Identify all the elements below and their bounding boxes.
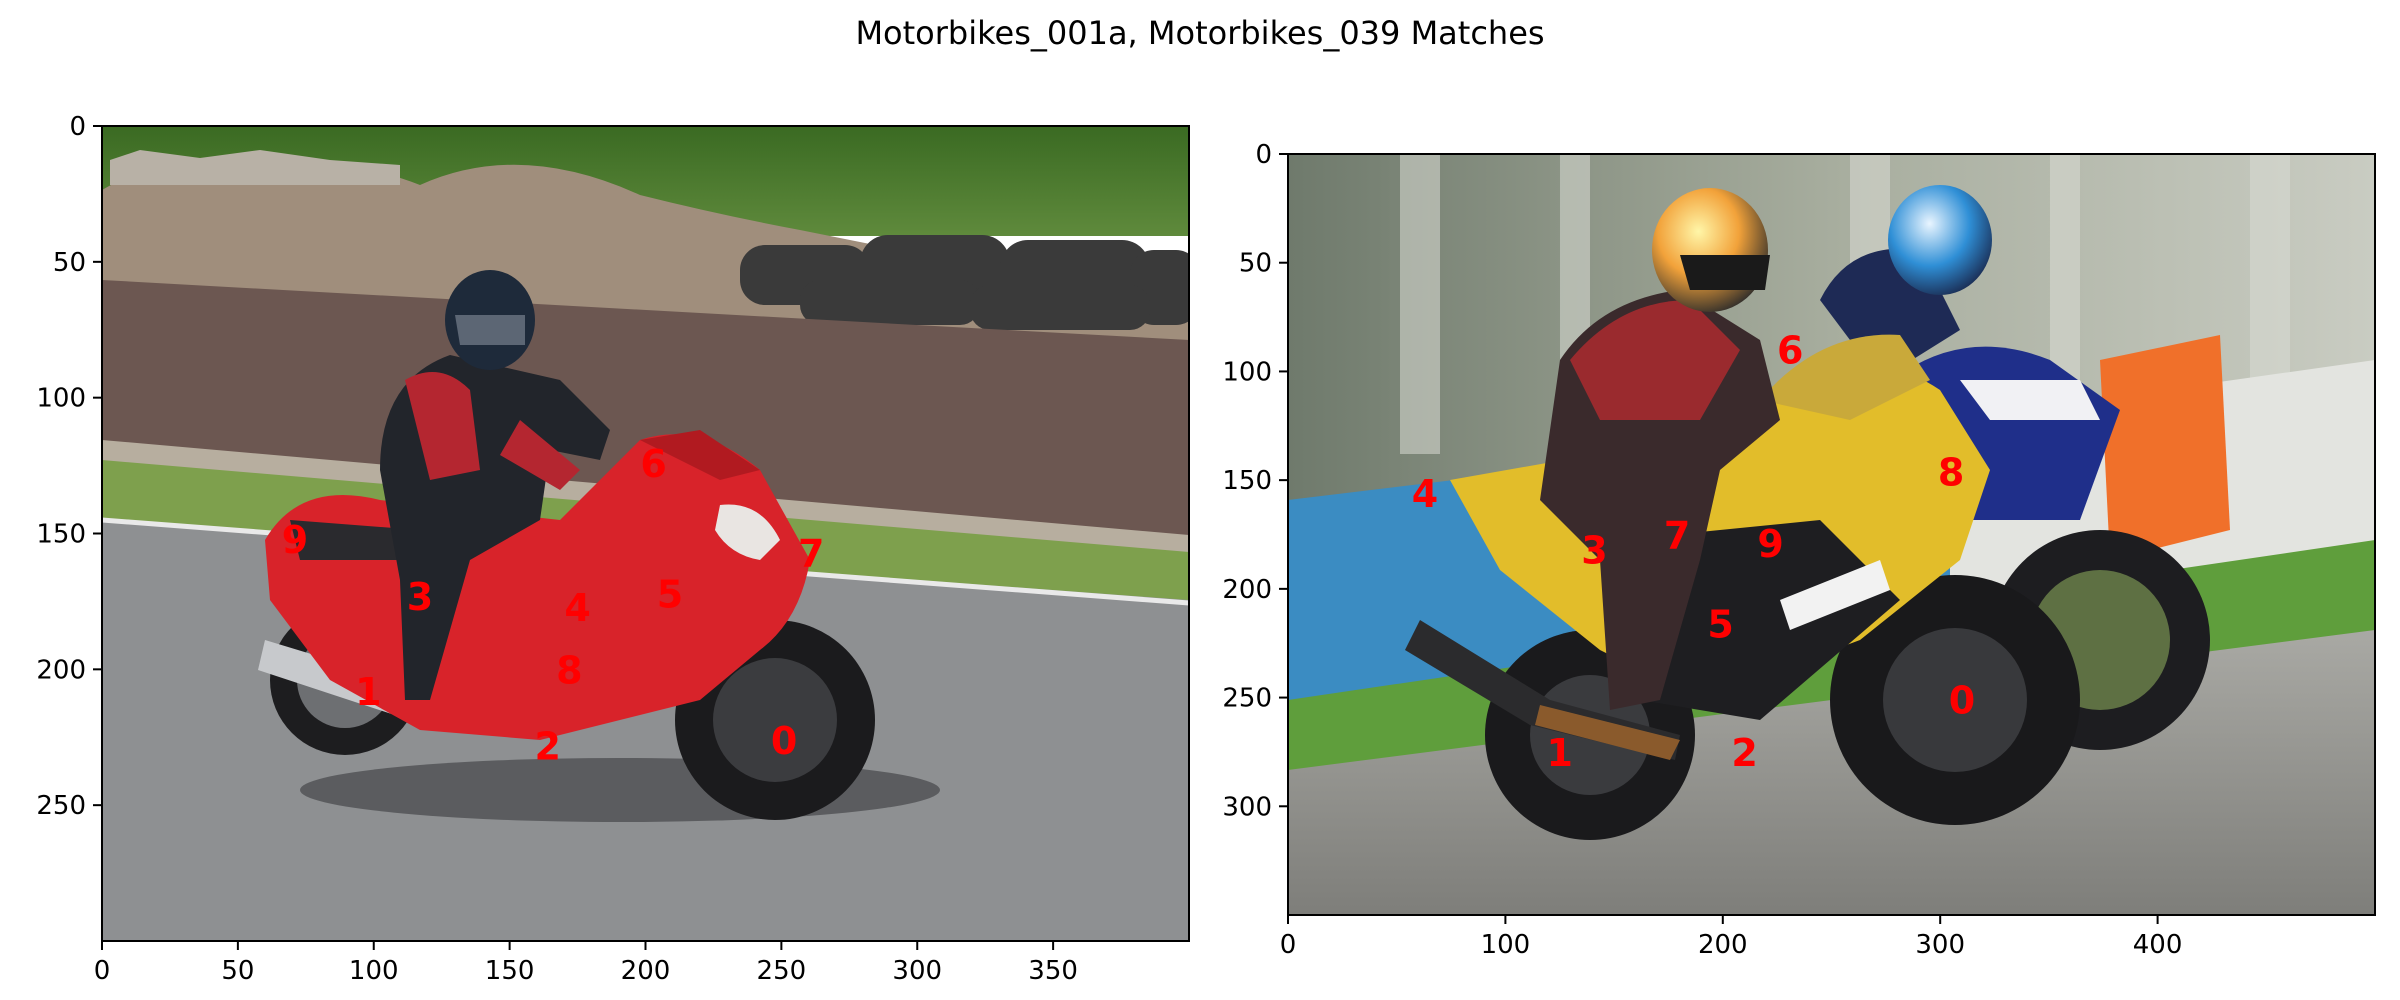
x-tick-label: 250 xyxy=(757,956,807,986)
match-point-label-9: 9 xyxy=(282,518,308,562)
y-tick-label: 100 xyxy=(1222,357,1272,387)
y-tick-label: 50 xyxy=(53,248,86,278)
y-tick-label: 250 xyxy=(36,791,86,821)
match-point-label-6: 6 xyxy=(1777,329,1803,373)
match-point-label-6: 6 xyxy=(640,442,666,486)
right-match-labels: 0 1 2 3 4 5 6 7 8 9 xyxy=(1412,329,1975,775)
x-tick-label: 50 xyxy=(221,956,254,986)
left-image-panel: 0 50 100 150 200 250 300 350 0 50 100 150 200 250 0 1 2… xyxy=(36,112,1190,986)
right-axes-frame xyxy=(1287,153,2376,916)
y-tick-label: 150 xyxy=(36,520,86,550)
match-point-label-9: 9 xyxy=(1757,522,1783,566)
match-point-label-7: 7 xyxy=(798,532,824,576)
match-point-label-0: 0 xyxy=(771,719,797,763)
left-photo xyxy=(102,126,1189,941)
match-point-label-8: 8 xyxy=(1938,450,1964,494)
y-tick-label: 250 xyxy=(1222,684,1272,714)
x-tick-label: 200 xyxy=(621,956,671,986)
x-tick-label: 300 xyxy=(1915,930,1965,960)
match-point-label-7: 7 xyxy=(1664,514,1690,558)
match-point-label-4: 4 xyxy=(1412,472,1438,516)
match-point-label-0: 0 xyxy=(1949,679,1975,723)
match-point-label-8: 8 xyxy=(556,648,582,692)
y-tick-label: 200 xyxy=(1222,575,1272,605)
match-point-label-2: 2 xyxy=(534,724,560,768)
x-tick-label: 300 xyxy=(892,956,942,986)
match-point-label-5: 5 xyxy=(1707,603,1733,647)
y-tick-label: 50 xyxy=(1239,249,1272,279)
y-tick-label: 0 xyxy=(1255,140,1272,170)
right-image-panel: 0 100 200 300 400 0 50 100 150 200 250 300 0 1 2 3 4 5 6 7… xyxy=(1222,140,2376,960)
match-point-label-2: 2 xyxy=(1731,731,1757,775)
x-tick-label: 400 xyxy=(2133,930,2183,960)
match-point-label-3: 3 xyxy=(1581,529,1607,573)
y-tick-label: 0 xyxy=(69,112,86,142)
x-tick-label: 350 xyxy=(1028,956,1078,986)
match-point-label-4: 4 xyxy=(564,586,590,630)
match-point-label-5: 5 xyxy=(657,572,683,616)
x-tick-label: 100 xyxy=(349,956,399,986)
match-point-label-1: 1 xyxy=(1547,731,1573,775)
x-tick-label: 0 xyxy=(1280,930,1297,960)
x-tick-label: 150 xyxy=(485,956,535,986)
y-tick-label: 150 xyxy=(1222,466,1272,496)
x-tick-label: 100 xyxy=(1481,930,1531,960)
y-tick-label: 300 xyxy=(1222,792,1272,822)
match-point-label-1: 1 xyxy=(355,670,381,714)
figure-title: Motorbikes_001a, Motorbikes_039 Matches xyxy=(855,14,1545,52)
right-photo xyxy=(1288,154,2375,915)
x-tick-label: 0 xyxy=(94,956,111,986)
match-point-label-3: 3 xyxy=(407,575,433,619)
y-tick-label: 100 xyxy=(36,384,86,414)
left-match-labels: 0 1 2 3 4 5 6 7 8 9 xyxy=(282,442,825,769)
y-tick-label: 200 xyxy=(36,655,86,685)
x-tick-label: 200 xyxy=(1698,930,1748,960)
